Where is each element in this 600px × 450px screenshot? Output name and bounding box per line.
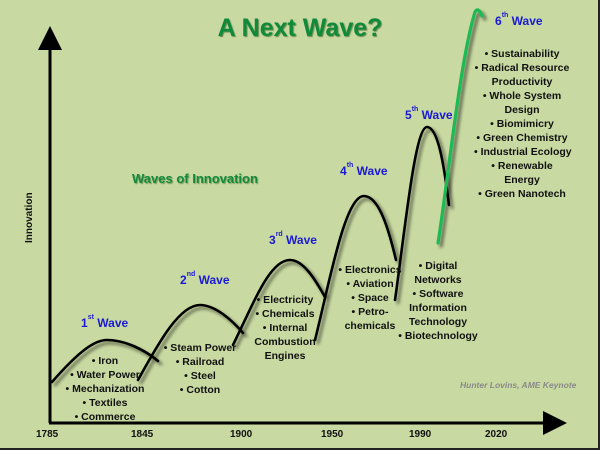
list-item: Engines (264, 350, 306, 362)
list-item: • Whole System (482, 90, 562, 102)
list-item: • Green Nanotech (478, 188, 566, 200)
x-tick: 1990 (409, 429, 432, 440)
list-item: Productivity (491, 76, 553, 88)
list-item: • Software (412, 288, 464, 300)
wave-1-curve (50, 338, 160, 384)
list-item: • Renewable (491, 160, 553, 172)
x-tick: 2020 (485, 429, 508, 440)
list-item: • Industrial Ecology (474, 146, 572, 158)
list-item: chemicals (344, 320, 396, 332)
list-item: • Cotton (179, 384, 221, 396)
list-item: • Steel (184, 370, 216, 382)
list-item: • Aviation (346, 278, 394, 290)
wave-2-items: • Steam Power • Railroad • Steel • Cotto… (160, 341, 240, 397)
list-item: • Green Chemistry (476, 132, 568, 144)
list-item: Information (409, 302, 467, 314)
wave-6-curve (436, 8, 484, 245)
list-item: Technology (408, 316, 468, 328)
list-item: • Commerce (74, 411, 136, 423)
list-item: • Textiles (82, 397, 128, 409)
wave-3-items: • Electricity • Chemicals • Internal Com… (250, 293, 320, 363)
list-item: • Steam Power (163, 342, 237, 354)
x-tick: 1785 (36, 429, 59, 440)
x-tick: 1900 (230, 429, 253, 440)
wave-6-label: 6th Wave (495, 12, 543, 28)
x-tick: 1950 (321, 429, 344, 440)
wave-5-items: • Digital Networks • Software Informatio… (398, 259, 478, 343)
list-item: • Electronics (338, 264, 402, 276)
list-item: • Electricity (256, 294, 314, 306)
wave-1-label: 1st Wave (81, 314, 129, 330)
list-item: • Chemicals (255, 308, 315, 320)
wave-5-label: 5th Wave (405, 106, 453, 122)
list-item: • Radical Resource (474, 62, 570, 74)
wave-3-curve (231, 258, 327, 347)
list-item: • Digital (418, 260, 458, 272)
wave-4-items: • Electronics • Aviation • Space • Petro… (335, 263, 405, 333)
wave-5-curve (393, 125, 451, 302)
list-item: Energy (504, 174, 540, 186)
wave-2-curve (136, 303, 245, 382)
list-item: • Water Power (70, 369, 140, 381)
wave-1-items: • Iron • Water Power • Mechanization • T… (60, 354, 150, 424)
wave-3-label: 3rd Wave (269, 231, 317, 247)
list-item: • Mechanization (65, 383, 145, 395)
wave-4-label: 4th Wave (340, 162, 388, 178)
x-tick: 1845 (131, 429, 154, 440)
diagram-subtitle: Waves of Innovation (132, 171, 258, 186)
y-axis-label: Innovation (24, 192, 35, 243)
wave-2-label: 2nd Wave (180, 271, 230, 287)
list-item: Design (504, 104, 540, 116)
list-item: • Petro- (351, 306, 389, 318)
list-item: Networks (414, 274, 462, 286)
credit-text: Hunter Lovins, AME Keynote (460, 380, 577, 390)
list-item: • Sustainability (484, 48, 560, 60)
list-item: • Space (351, 292, 389, 304)
list-item: Combustion (254, 336, 316, 348)
wave-6-items: • Sustainability • Radical Resource Prod… (474, 47, 572, 201)
list-item: • Internal (262, 322, 308, 334)
list-item: • Railroad (175, 356, 225, 368)
wave-4-curve (313, 194, 398, 342)
list-item: • Biotechnology (398, 330, 478, 342)
page-title: A Next Wave? (217, 14, 383, 42)
list-item: • Biomimicry (490, 118, 554, 130)
list-item: • Iron (91, 355, 119, 367)
